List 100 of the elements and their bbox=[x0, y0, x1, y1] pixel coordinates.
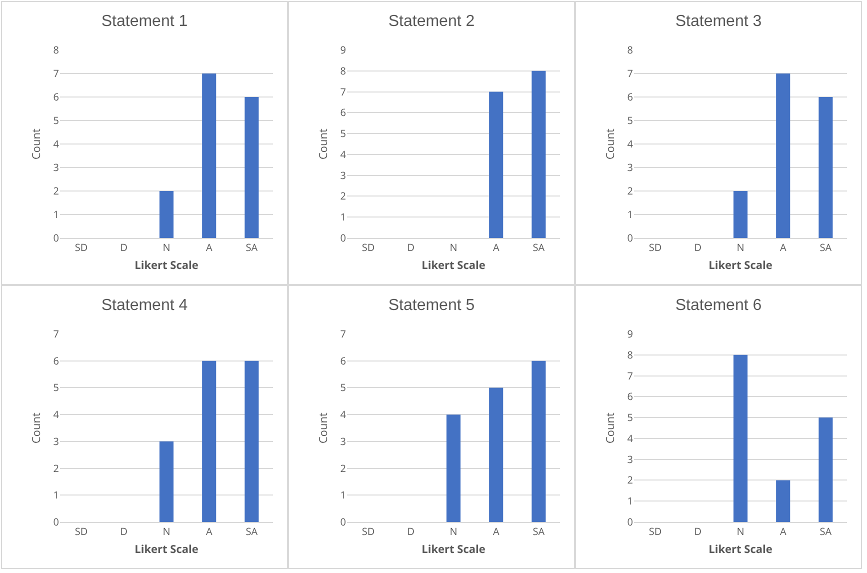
x-tick-label: SA bbox=[246, 240, 258, 254]
y-tick-label: 0 bbox=[627, 230, 634, 244]
x-tick-label: A bbox=[780, 240, 787, 254]
bar bbox=[159, 191, 174, 238]
bar bbox=[818, 418, 833, 522]
bar bbox=[733, 354, 748, 522]
y-axis-title: Count bbox=[28, 412, 44, 444]
y-tick-label: 8 bbox=[53, 42, 60, 56]
x-tick-label: SA bbox=[820, 524, 832, 538]
y-tick-label: 7 bbox=[627, 66, 634, 80]
bar bbox=[776, 480, 790, 522]
y-tick-label: 4 bbox=[340, 146, 346, 161]
x-axis-title: Likert Scale bbox=[134, 542, 199, 558]
y-tick-label: 8 bbox=[627, 347, 634, 362]
y-tick-label: 0 bbox=[340, 230, 346, 244]
x-tick-label: SD bbox=[648, 524, 662, 538]
x-axis-title: Likert Scale bbox=[422, 542, 486, 558]
y-tick-label: 3 bbox=[340, 434, 346, 448]
bar bbox=[818, 97, 833, 238]
y-tick-label: 4 bbox=[340, 407, 346, 422]
y-tick-label: 1 bbox=[340, 488, 346, 502]
x-tick-label: SA bbox=[246, 524, 258, 538]
x-tick-label: SD bbox=[362, 240, 375, 254]
x-tick-label: SA bbox=[820, 240, 832, 254]
x-tick-label: D bbox=[407, 240, 415, 254]
bar bbox=[733, 191, 748, 238]
y-tick-label: 4 bbox=[53, 136, 60, 150]
x-tick-label: A bbox=[780, 524, 787, 538]
y-tick-label: 6 bbox=[627, 389, 634, 404]
x-axis-title: Likert Scale bbox=[708, 258, 773, 274]
y-tick-label: 2 bbox=[53, 184, 60, 198]
x-tick-label: SD bbox=[362, 524, 375, 538]
y-tick-label: 6 bbox=[340, 353, 346, 368]
x-tick-label: N bbox=[736, 240, 744, 254]
y-tick-label: 8 bbox=[627, 42, 634, 56]
x-tick-label: SA bbox=[532, 240, 546, 254]
y-tick-label: 4 bbox=[627, 136, 634, 150]
y-tick-label: 2 bbox=[53, 460, 60, 475]
chart-title: Statement 1 bbox=[101, 12, 188, 30]
y-tick-label: 3 bbox=[627, 452, 634, 466]
x-axis-title: Likert Scale bbox=[708, 542, 773, 558]
y-tick-label: 6 bbox=[340, 105, 346, 120]
y-tick-label: 6 bbox=[627, 90, 634, 104]
x-tick-label: N bbox=[450, 524, 458, 538]
chart-title: Statement 2 bbox=[388, 12, 475, 30]
x-tick-label: N bbox=[450, 240, 458, 254]
y-tick-label: 3 bbox=[53, 434, 60, 448]
y-tick-label: 0 bbox=[53, 514, 60, 528]
y-tick-label: 3 bbox=[53, 160, 60, 174]
x-tick-label: D bbox=[694, 240, 702, 254]
x-axis-title: Likert Scale bbox=[422, 258, 486, 274]
y-tick-label: 5 bbox=[627, 410, 634, 424]
y-tick-label: 1 bbox=[53, 488, 59, 502]
y-axis-title: Count bbox=[602, 412, 618, 444]
y-tick-label: 7 bbox=[627, 368, 634, 382]
x-tick-label: A bbox=[492, 240, 500, 254]
x-tick-label: A bbox=[492, 524, 500, 538]
y-tick-label: 5 bbox=[53, 380, 60, 394]
y-tick-label: 2 bbox=[627, 472, 634, 487]
y-tick-label: 5 bbox=[340, 380, 346, 394]
y-tick-label: 4 bbox=[53, 407, 60, 422]
y-tick-label: 4 bbox=[627, 430, 634, 445]
x-tick-label: N bbox=[162, 524, 170, 538]
x-tick-label: SA bbox=[532, 524, 546, 538]
y-tick-label: 2 bbox=[627, 184, 634, 198]
y-tick-label: 0 bbox=[627, 514, 634, 528]
chart-title: Statement 4 bbox=[101, 296, 188, 314]
y-tick-label: 3 bbox=[340, 168, 346, 182]
bar bbox=[489, 388, 504, 522]
x-tick-label: A bbox=[206, 240, 213, 254]
y-tick-label: 1 bbox=[53, 207, 59, 221]
y-axis-title: Count bbox=[316, 412, 331, 444]
chart-title: Statement 3 bbox=[675, 12, 762, 30]
bar bbox=[776, 74, 790, 238]
bar bbox=[202, 74, 216, 238]
x-tick-label: D bbox=[407, 524, 415, 538]
y-tick-label: 8 bbox=[340, 63, 346, 78]
y-tick-label: 5 bbox=[340, 126, 346, 140]
x-axis-title: Likert Scale bbox=[134, 258, 199, 274]
bar bbox=[532, 360, 546, 522]
y-tick-label: 5 bbox=[53, 113, 60, 127]
y-tick-label: 9 bbox=[340, 42, 346, 56]
x-tick-label: D bbox=[694, 524, 702, 538]
y-tick-label: 2 bbox=[340, 188, 346, 203]
y-tick-label: 1 bbox=[627, 494, 633, 508]
bar bbox=[244, 97, 259, 238]
x-tick-label: D bbox=[120, 240, 128, 254]
x-tick-label: SD bbox=[648, 240, 662, 254]
y-tick-label: 0 bbox=[340, 514, 346, 528]
y-tick-label: 5 bbox=[627, 113, 634, 127]
x-tick-label: N bbox=[736, 524, 744, 538]
bar bbox=[446, 414, 461, 522]
x-tick-label: N bbox=[162, 240, 170, 254]
y-tick-label: 7 bbox=[340, 84, 346, 98]
x-tick-label: SD bbox=[74, 240, 88, 254]
chart-title: Statement 5 bbox=[388, 296, 475, 314]
y-axis-title: Count bbox=[28, 128, 44, 160]
y-tick-label: 1 bbox=[627, 207, 633, 221]
y-axis-title: Count bbox=[602, 128, 618, 160]
y-tick-label: 7 bbox=[53, 326, 60, 340]
